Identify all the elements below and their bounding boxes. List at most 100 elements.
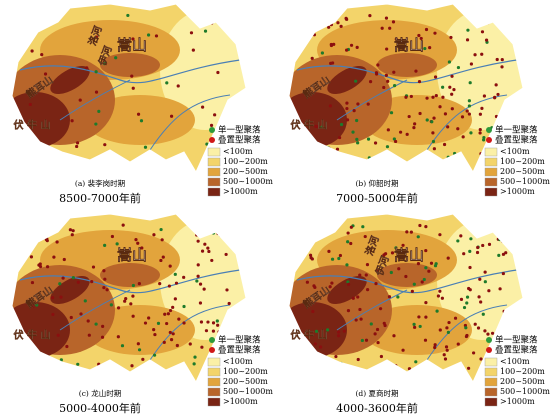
settlement-dot <box>191 48 195 52</box>
settlement-dot <box>424 27 429 32</box>
place-label: 伏 牛 山 <box>13 119 51 132</box>
settlement-dot <box>130 364 134 368</box>
settlement-dot <box>465 301 469 305</box>
settlement-dot <box>421 153 425 157</box>
settlement-dot <box>116 306 121 310</box>
legend-swatch <box>484 377 498 387</box>
place-label: 伏 牛 山 <box>290 119 328 132</box>
settlement-dot <box>373 332 377 336</box>
settlement-dot <box>392 137 396 141</box>
settlement-dot <box>386 79 390 83</box>
settlement-dot <box>120 344 125 348</box>
settlement-dot <box>79 312 83 316</box>
settlement-dot <box>436 294 441 298</box>
settlement-dot <box>482 135 486 140</box>
settlement-dot <box>354 79 358 83</box>
settlement-dot <box>143 145 148 149</box>
settlement-dot <box>444 345 449 349</box>
settlement-dot <box>211 321 216 325</box>
settlement-dot <box>475 250 480 255</box>
terrain <box>289 214 523 382</box>
settlement-dot <box>416 262 421 266</box>
settlement-dot <box>449 35 453 40</box>
settlement-dot <box>68 228 72 232</box>
legend-label: <100m <box>223 147 253 156</box>
settlement-dot <box>136 342 140 346</box>
settlement-dot <box>168 264 172 268</box>
legend-label: >1000m <box>500 187 535 196</box>
settlement-dot <box>160 238 164 242</box>
settlement-dot <box>174 281 179 285</box>
settlement-dot <box>445 326 449 330</box>
legend-label: 500~1000m <box>500 177 550 186</box>
legend-swatch <box>207 157 221 167</box>
settlement-dot <box>109 303 113 307</box>
settlement-dot <box>431 131 435 135</box>
settlement-dot <box>320 51 324 55</box>
legend-dot <box>486 127 492 133</box>
legend-swatch <box>207 377 221 387</box>
settlement-dot <box>433 345 437 350</box>
river <box>296 59 518 84</box>
settlement-dot <box>383 252 388 256</box>
settlement-dot <box>137 348 142 352</box>
settlement-dot <box>314 26 318 31</box>
settlement-dot <box>206 320 210 324</box>
river <box>296 269 518 294</box>
settlement-dot <box>389 270 393 275</box>
panel-caption: (d) 夏商时期 <box>355 388 398 398</box>
settlement-dot <box>224 252 228 257</box>
settlement-dot <box>59 358 63 362</box>
panel-caption: (a) 裴李岗时期 <box>75 178 125 188</box>
settlement-dot <box>438 105 442 109</box>
settlement-dot <box>134 238 138 242</box>
settlement-dot <box>496 92 500 97</box>
settlement-dot <box>209 123 214 127</box>
settlement-dot <box>46 231 50 236</box>
settlement-dot <box>196 263 200 267</box>
settlement-dot <box>487 242 492 247</box>
settlement-dot <box>460 115 465 119</box>
settlement-dot <box>500 65 504 69</box>
settlement-dot <box>480 106 484 110</box>
settlement-dot <box>43 157 48 162</box>
settlement-dot <box>497 116 502 120</box>
settlement-dot <box>65 344 69 349</box>
settlement-dot <box>504 18 508 23</box>
settlement-dot <box>412 125 416 130</box>
settlement-dot <box>441 85 445 89</box>
settlement-dot <box>394 37 398 41</box>
settlement-dot <box>94 35 99 39</box>
settlement-dot <box>445 348 449 352</box>
settlement-dot <box>456 65 461 70</box>
settlement-dot <box>452 88 456 92</box>
legend-swatch <box>484 147 498 157</box>
settlement-dot <box>204 329 209 333</box>
settlement-dot <box>171 305 175 309</box>
settlement-dot <box>465 38 470 42</box>
settlement-dot <box>465 109 469 113</box>
settlement-dot <box>473 322 477 326</box>
map-panel: 嵩山洛河伊河熊耳山伏 牛 山单一型聚落叠置型聚落<100m100~200m200… <box>288 213 550 415</box>
settlement-dot <box>482 94 486 98</box>
settlement-dot <box>76 362 80 366</box>
settlement-dot <box>335 147 340 151</box>
legend-swatch <box>207 397 221 407</box>
settlement-dot <box>450 107 454 111</box>
settlement-dot <box>392 70 396 74</box>
settlement-dot <box>141 357 145 361</box>
settlement-dot <box>156 321 161 325</box>
settlement-dot <box>431 95 435 99</box>
settlement-dot <box>464 334 469 339</box>
settlement-dot <box>342 329 346 333</box>
settlement-dot <box>130 74 134 78</box>
settlement-dot <box>116 335 120 339</box>
legend-label: 单一型聚落 <box>495 125 538 136</box>
panel-period: 8500-7000年前 <box>59 191 141 205</box>
settlement-dot <box>351 296 355 300</box>
legend-swatch <box>484 367 498 377</box>
settlement-dot <box>447 60 452 64</box>
settlement-dot <box>347 282 351 286</box>
settlement-dot <box>482 227 486 231</box>
